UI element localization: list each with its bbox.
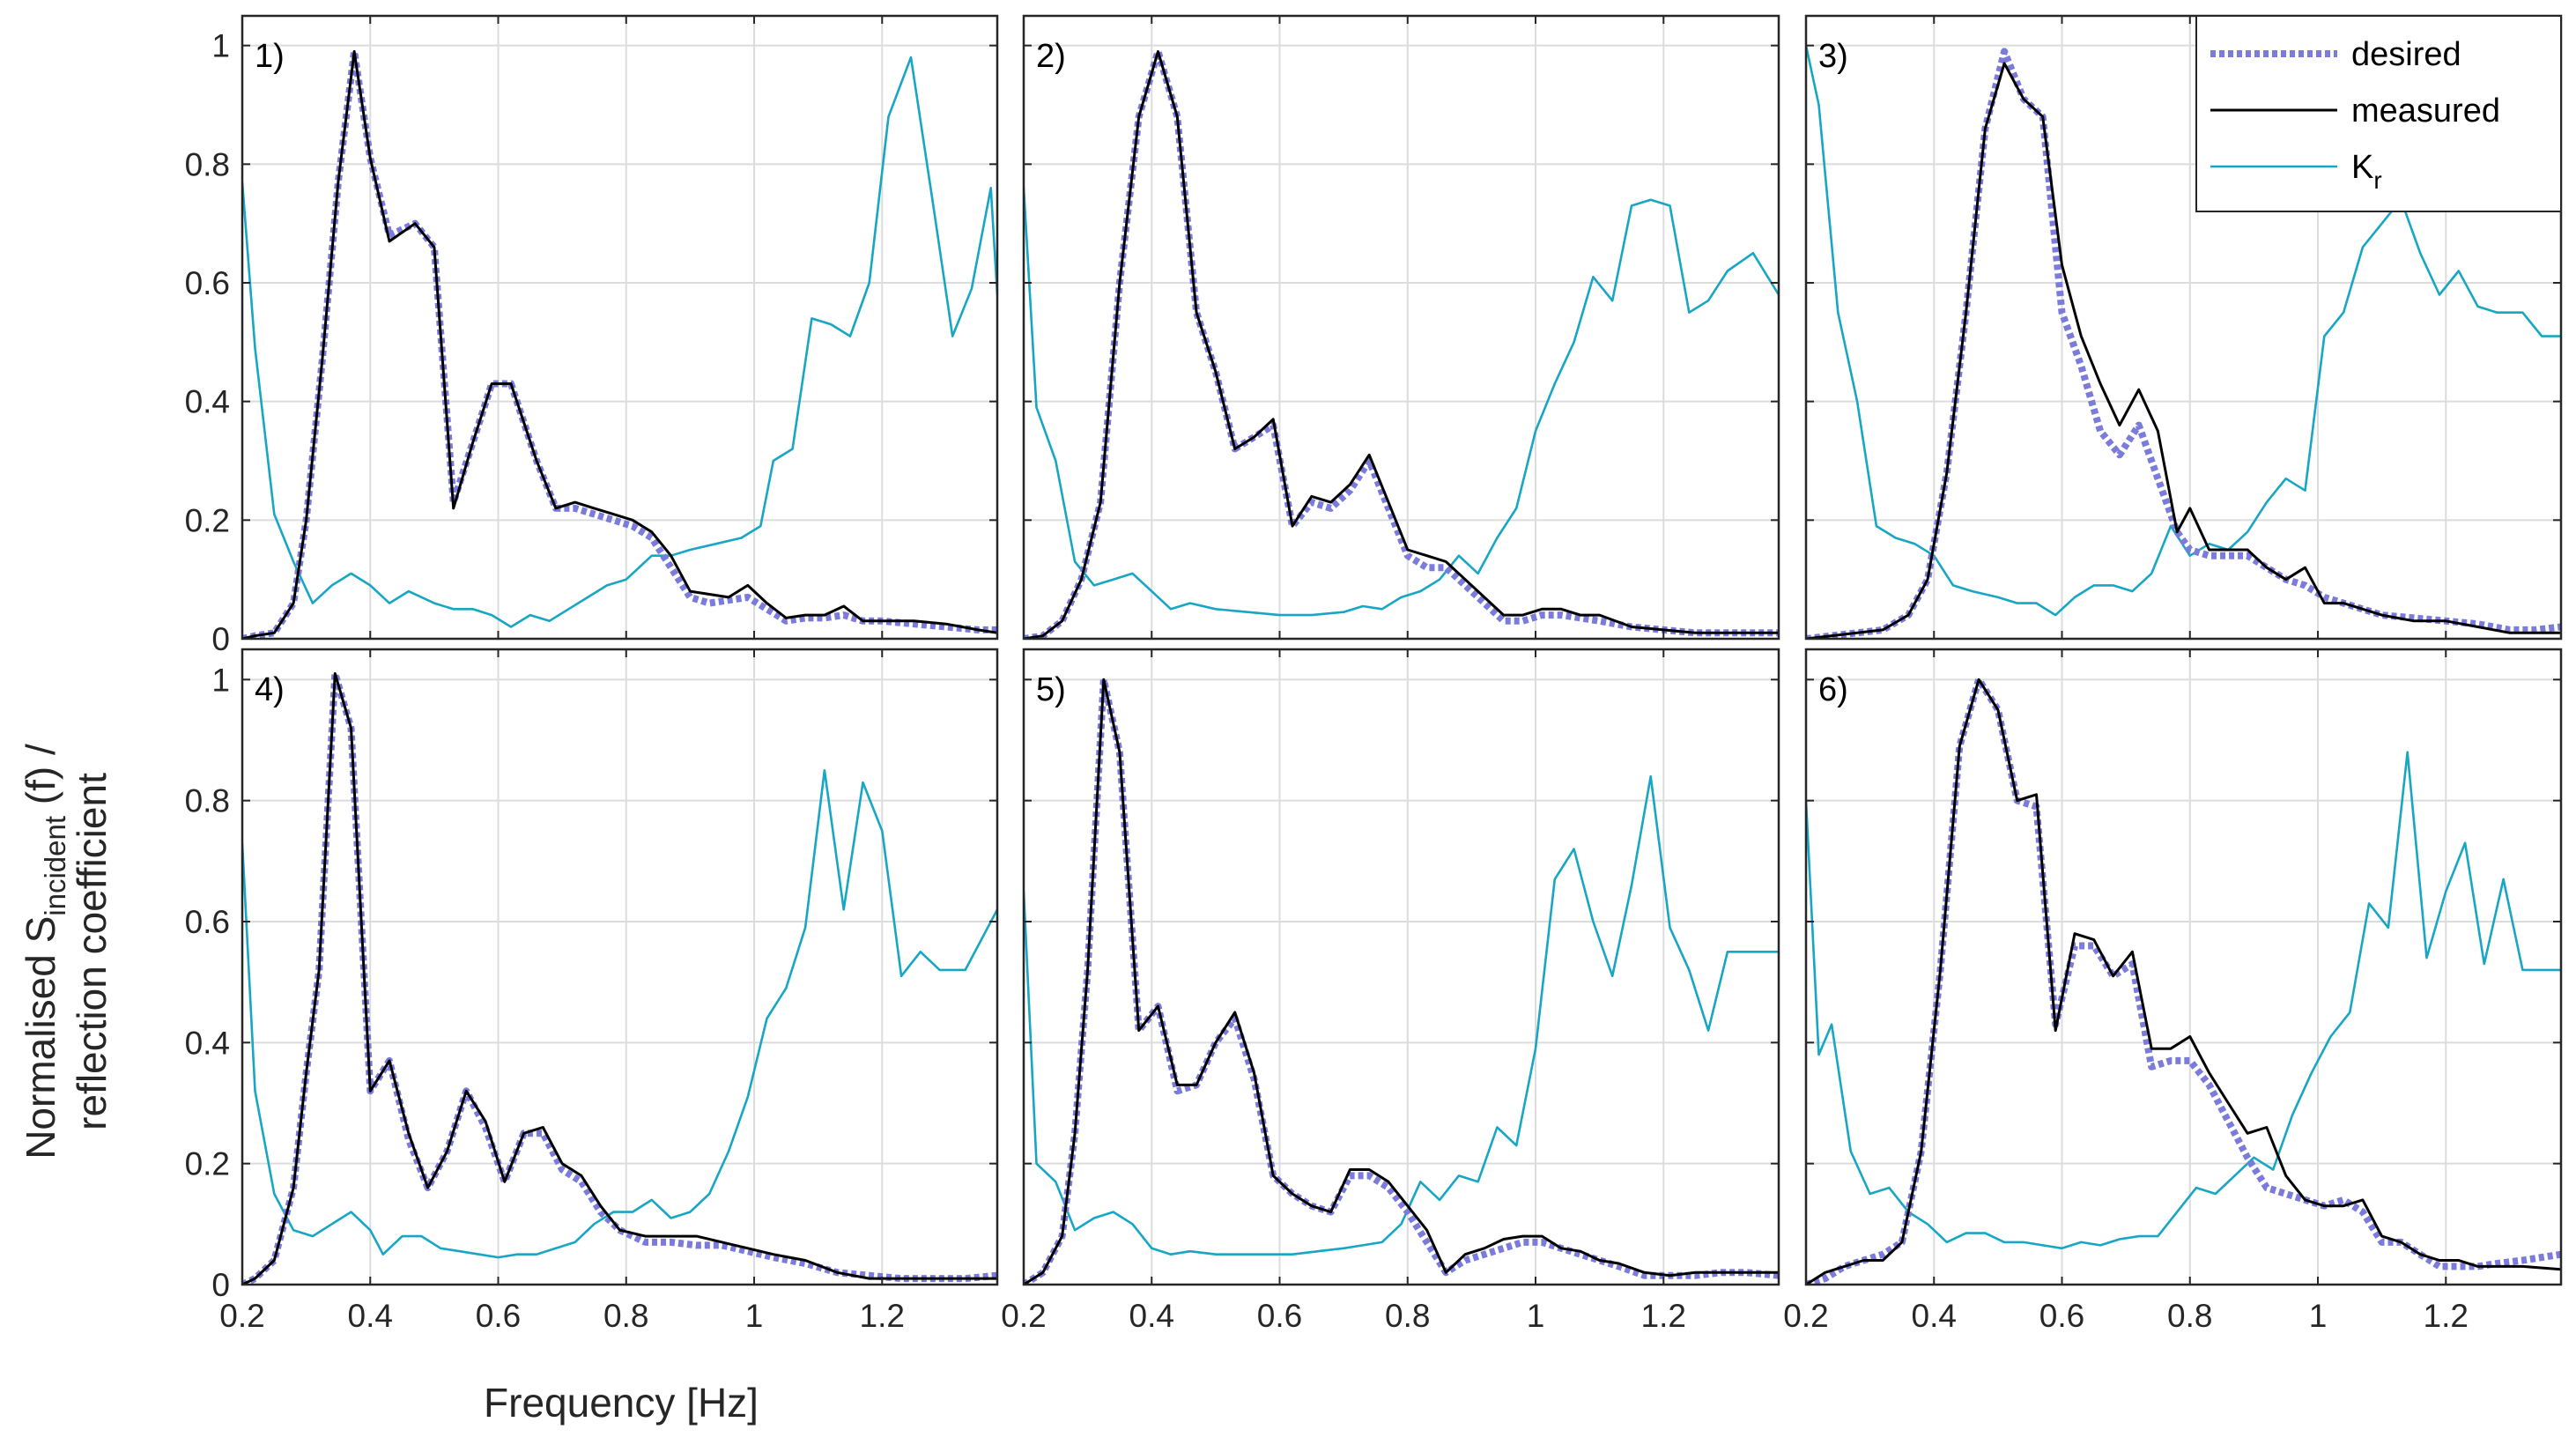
series-measured-line <box>1806 678 2561 1285</box>
panel-frame <box>1804 648 2563 1286</box>
legend-label: desired <box>2351 36 2461 73</box>
series-measured-line <box>242 672 997 1285</box>
x-tick-label: 1.2 <box>860 1298 905 1334</box>
y-tick-label: 0.2 <box>185 1146 230 1182</box>
y-tick-label: 0.2 <box>185 502 230 538</box>
series-measured-line <box>1024 49 1779 639</box>
x-tick-label: 0.4 <box>1912 1298 1957 1334</box>
x-tick-label: 0.6 <box>1257 1298 1302 1334</box>
y-tick-label: 0.4 <box>185 1025 230 1061</box>
panel-frame <box>241 648 999 1286</box>
panel-label: 4) <box>255 671 285 708</box>
series-measured-line <box>1806 62 2561 639</box>
series-desired-line <box>242 48 997 639</box>
panel-frame <box>1022 14 1780 641</box>
panel-series <box>1806 45 2561 639</box>
panel-2: 2) <box>1022 14 1780 641</box>
x-tick-label: 1 <box>745 1298 764 1334</box>
x-tick-label: 1.2 <box>2424 1298 2469 1334</box>
series-kr-line <box>242 56 997 628</box>
series-kr-line <box>1806 751 2561 1250</box>
panel-label: 3) <box>1818 38 1848 75</box>
panel-background <box>242 649 997 1285</box>
panel-series <box>1024 676 1779 1285</box>
panel-4: 00.20.40.60.810.2 0.4 0.6 0.8 1 1.24) <box>185 648 999 1334</box>
legend-box <box>2195 15 2562 212</box>
series-measured-line <box>242 49 997 639</box>
panel-series <box>242 670 997 1285</box>
y-tick-label: 0 <box>211 621 230 657</box>
panel-6: 0.2 0.4 0.6 0.8 1 1.2 6) <box>1783 648 2563 1334</box>
x-tick-label: 0.2 <box>1783 1298 1828 1334</box>
y-tick-label: 0.8 <box>185 783 230 819</box>
x-tick-label: 0.4 <box>348 1298 393 1334</box>
y-axis-label-main: Normalised S <box>18 916 63 1159</box>
y-axis-label: Normalised Sincident (f) / reflection co… <box>18 744 115 1159</box>
panel-1: 0 0.2 0.4 0.6 0.8 1 1) <box>185 14 999 657</box>
panel-label: 6) <box>1818 671 1848 708</box>
y-axis-label-subscript: incident <box>39 816 71 916</box>
x-tick-label: 1 <box>2309 1298 2328 1334</box>
panel-label: 1) <box>255 38 285 75</box>
x-tick-label: 0.2 <box>1001 1298 1046 1334</box>
series-kr-line <box>242 768 997 1259</box>
y-tick-label: 0.4 <box>185 384 230 420</box>
y-axis-label-line2: reflection coefficient <box>69 773 115 1130</box>
y-tick-label: 1 <box>211 662 230 698</box>
panel-label: 2) <box>1036 38 1066 75</box>
panel-background <box>1024 16 1779 639</box>
panel-background <box>242 16 997 639</box>
x-tick-label: 0.6 <box>476 1298 521 1334</box>
x-tick-label: 1.2 <box>1641 1298 1686 1334</box>
y-tick-label: 0.8 <box>185 146 230 182</box>
panel-frame <box>1804 14 2563 641</box>
x-tick-label: 0.8 <box>1385 1298 1430 1334</box>
panels: 00.20.40.60.81 1) 2) 3)00.20.40.60.810.2 0.4… <box>185 14 2563 1334</box>
panel-series <box>1024 48 1779 639</box>
series-desired-line <box>1024 676 1779 1285</box>
x-axis-label: Frequency [Hz] <box>484 1380 759 1426</box>
x-tick-label: 0.2 <box>219 1298 264 1334</box>
panel-series <box>1806 676 2561 1285</box>
legend-label: measured <box>2351 93 2500 130</box>
series-kr-line <box>1024 188 1779 617</box>
x-tick-label: 1 <box>1527 1298 1545 1334</box>
panel-frame <box>241 14 999 641</box>
y-axis-label-suffix: (f) / <box>18 744 63 816</box>
x-tick-label: 0.8 <box>2167 1298 2212 1334</box>
y-tick-label: 0.6 <box>185 904 230 940</box>
y-tick-label: 0.6 <box>185 265 230 301</box>
panel-label: 5) <box>1036 671 1066 708</box>
panel-background <box>1024 649 1779 1285</box>
x-tick-label: 0.8 <box>603 1298 648 1334</box>
x-tick-label: 0.6 <box>2039 1298 2084 1334</box>
panel-series <box>242 48 997 639</box>
panel-frame <box>1022 648 1780 1286</box>
y-axis-label-line1: Normalised Sincident (f) / <box>18 744 71 1159</box>
series-kr-line <box>1024 774 1779 1256</box>
y-tick-label: 0 <box>211 1267 230 1303</box>
y-tick-label: 1 <box>211 28 230 64</box>
panel-background <box>1806 649 2561 1285</box>
legend-label-subscript: r <box>2373 167 2381 194</box>
series-measured-line <box>1024 678 1779 1285</box>
panel-5: 0.2 0.4 0.6 0.8 1 1.2 5) <box>1001 648 1780 1334</box>
x-tick-label: 0.4 <box>1129 1298 1174 1334</box>
